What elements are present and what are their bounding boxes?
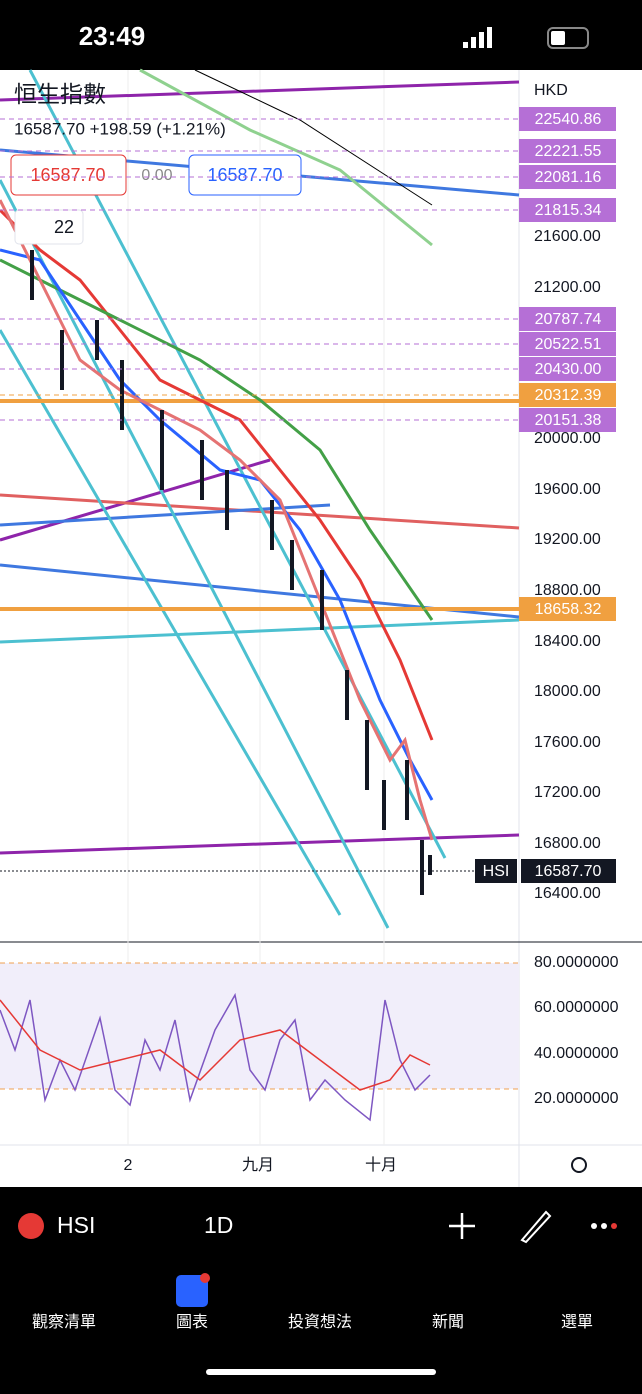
price-label: 18800.00 xyxy=(534,582,601,599)
price-axis: 21600.00 21200.00 20000.00 19600.00 19200.00… xyxy=(534,228,601,902)
price-tag: 22540.86 xyxy=(535,111,602,128)
price-label: 17600.00 xyxy=(534,734,601,751)
settings-icon[interactable] xyxy=(571,1157,587,1173)
tab-label[interactable]: 圖表 xyxy=(176,1313,208,1331)
price-label: 19600.00 xyxy=(534,481,601,498)
price-label: 19200.00 xyxy=(534,531,601,548)
price-tag: 20151.38 xyxy=(535,412,602,429)
battery-icon xyxy=(547,27,589,49)
rsi-band xyxy=(0,963,519,1089)
buy-button[interactable] xyxy=(188,154,302,196)
rsi-label: 20.0000000 xyxy=(534,1090,619,1107)
tab-label[interactable]: 選單 xyxy=(561,1313,593,1331)
home-indicator xyxy=(206,1369,436,1375)
price-tag-box xyxy=(519,383,616,407)
time-label: 2 xyxy=(124,1157,133,1174)
price-tag-box xyxy=(519,408,616,432)
price-label: 16400.00 xyxy=(534,885,601,902)
indicator-count: 22 xyxy=(54,217,74,237)
time-label: 十月 xyxy=(365,1156,397,1174)
price-tag-box xyxy=(519,198,616,222)
rsi-levels xyxy=(0,962,519,1090)
tab-bar xyxy=(0,1262,642,1389)
last-price-box xyxy=(521,859,616,883)
price-label: 18000.00 xyxy=(534,683,601,700)
price-tag: 22081.16 xyxy=(535,169,602,186)
last-symbol: HSI xyxy=(483,863,510,880)
clock: 23:49 xyxy=(79,21,146,51)
price-tag: 21815.34 xyxy=(535,202,602,219)
add-button[interactable] xyxy=(449,1213,475,1239)
price-label: 21200.00 xyxy=(534,279,601,296)
last-price: 16587.70 xyxy=(535,863,602,880)
price-tag-box xyxy=(519,332,616,356)
rsi-line xyxy=(0,992,431,1122)
price-tag-box xyxy=(519,597,616,621)
price-label: 16800.00 xyxy=(534,835,601,852)
price-tag: 20430.00 xyxy=(535,361,602,378)
quote: 16587.70 +198.59 (+1.21%) xyxy=(14,119,226,138)
rsi-ma xyxy=(0,999,431,1091)
price-tag-box xyxy=(519,165,616,189)
symbol-flag xyxy=(18,1213,44,1239)
time-label: 九月 xyxy=(242,1156,274,1174)
more-button[interactable] xyxy=(591,1223,617,1229)
battery-level xyxy=(551,31,565,45)
price-tag: 20787.74 xyxy=(535,311,602,328)
rsi-axis: 80.0000000 60.0000000 40.0000000 20.0000000 xyxy=(534,954,619,1107)
tabs: 觀察清單 圖表 投資想法 新聞 選單 xyxy=(32,1313,593,1331)
price-tag-box xyxy=(519,107,616,131)
chart-tab-icon xyxy=(176,1275,208,1307)
price-tag-box xyxy=(519,307,616,331)
last-symbol-box xyxy=(475,859,517,883)
rsi-label: 60.0000000 xyxy=(534,999,619,1016)
spread: 0.00 xyxy=(141,167,172,184)
draw-button[interactable] xyxy=(520,1210,552,1244)
time-axis: 2 九月 十月 xyxy=(124,1156,397,1174)
price-tags: 22540.86 22221.55 22081.16 21815.34 20787.74… xyxy=(0,107,616,621)
chart-tab-badge xyxy=(200,1273,210,1283)
price-tag: 20312.39 xyxy=(535,387,602,404)
sell-button[interactable] xyxy=(10,154,127,196)
price-label: 20000.00 xyxy=(534,430,601,447)
signal-icon xyxy=(463,27,492,48)
moving-averages xyxy=(0,68,434,841)
toolbar xyxy=(0,1187,642,1262)
status-bar xyxy=(0,0,642,70)
price-tag-box xyxy=(519,139,616,163)
price-label: 18400.00 xyxy=(534,633,601,650)
price-label: 17200.00 xyxy=(534,784,601,801)
price-tag-box xyxy=(519,357,616,381)
price-tag: 20522.51 xyxy=(535,336,602,353)
rsi-label: 40.0000000 xyxy=(534,1045,619,1062)
price-tag: 18658.32 xyxy=(535,601,602,618)
rsi-label: 80.0000000 xyxy=(534,954,619,971)
symbol-title: 恒生指數 xyxy=(14,81,106,107)
toolbar-interval[interactable]: 1D xyxy=(204,1212,233,1238)
tab-label[interactable]: 投資想法 xyxy=(288,1313,352,1331)
sell-price: 16587.70 xyxy=(30,165,105,185)
tab-label[interactable]: 新聞 xyxy=(432,1313,464,1331)
tab-label[interactable]: 觀察清單 xyxy=(32,1313,96,1331)
price-label: 21600.00 xyxy=(534,228,601,245)
price-tag: 22221.55 xyxy=(535,143,602,160)
toolbar-symbol[interactable]: HSI xyxy=(57,1212,95,1238)
currency[interactable]: HKD xyxy=(534,82,568,99)
buy-price: 16587.70 xyxy=(207,165,282,185)
